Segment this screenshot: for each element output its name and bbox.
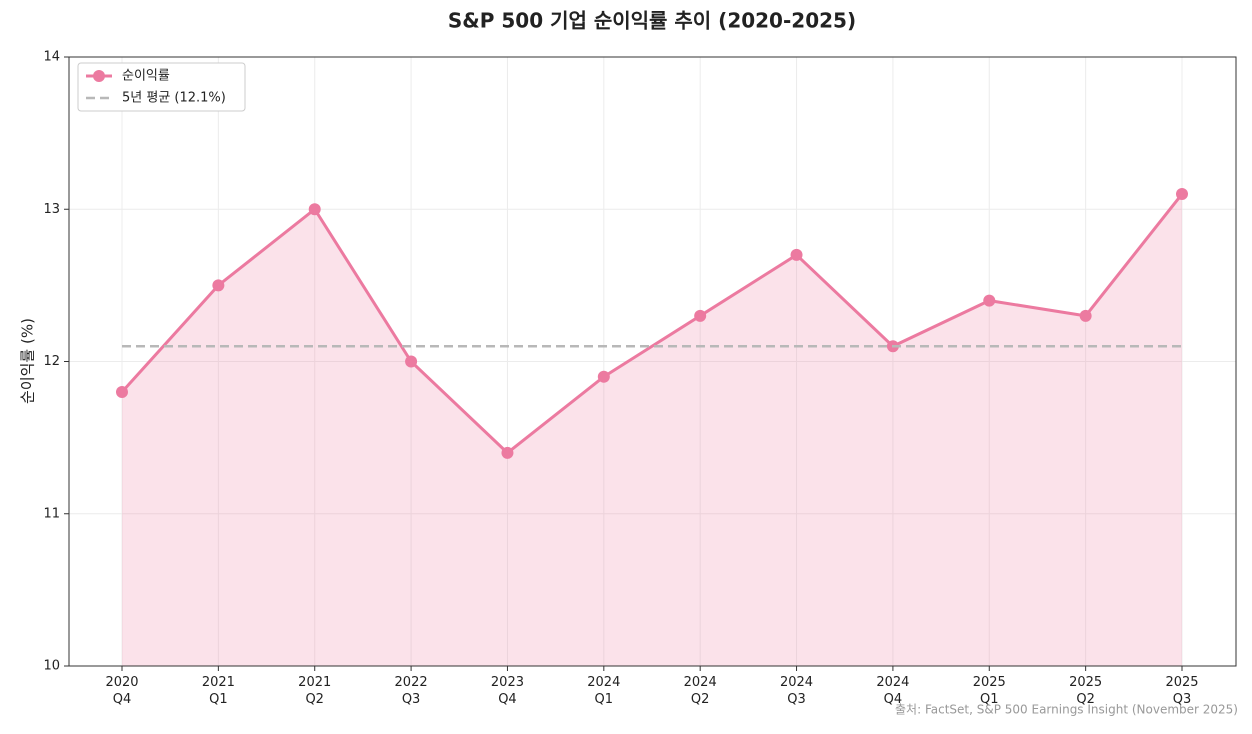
legend-label: 순이익률 <box>122 69 170 84</box>
point <box>308 203 321 216</box>
point <box>212 279 225 292</box>
point <box>1176 188 1188 201</box>
line <box>120 193 1184 455</box>
plot-frame <box>68 56 1237 667</box>
chart-title: S&P 500 기업 순이익률 추이 (2020-2025) <box>448 9 856 33</box>
point <box>694 309 707 322</box>
x-tick-label: 2024 Q2 <box>683 675 717 707</box>
legend-label: 5년 평균 (12.1%) <box>122 91 226 106</box>
x-tick-label: 2021 Q2 <box>298 675 332 707</box>
y-axis-label: 순이익률 (%) <box>19 318 37 404</box>
x-tick-label: 2024 Q4 <box>876 675 910 707</box>
point <box>597 370 610 383</box>
y-tick-label: 10 <box>43 659 60 674</box>
point <box>116 385 128 398</box>
y-tick-label: 11 <box>43 506 60 521</box>
point <box>983 294 996 307</box>
legend-box <box>77 62 246 112</box>
source-note: 출처: FactSet, S&P 500 Earnings Insight (N… <box>895 703 1238 717</box>
y-tick-label: 13 <box>43 202 60 217</box>
point <box>501 446 514 459</box>
x-tick-label: 2021 Q1 <box>201 675 235 707</box>
area-fill <box>122 194 1182 666</box>
point <box>405 355 418 368</box>
x-tick-label: 2023 Q4 <box>490 675 524 707</box>
x-tick-label: 2020 Q4 <box>105 675 139 707</box>
x-tick-label: 2025 Q1 <box>972 675 1006 707</box>
y-tick-label: 14 <box>43 50 60 65</box>
x-tick-label: 2025 Q2 <box>1069 675 1103 707</box>
x-tick-label: 2025 Q3 <box>1165 675 1199 707</box>
x-tick-label: 2024 Q1 <box>587 675 621 707</box>
x-tick-label: 2022 Q3 <box>394 675 428 707</box>
point <box>790 248 803 261</box>
point <box>1079 309 1092 322</box>
y-tick-label: 12 <box>43 354 60 369</box>
legend-swatch-point <box>93 70 105 82</box>
x-tick-label: 2024 Q3 <box>779 675 814 707</box>
